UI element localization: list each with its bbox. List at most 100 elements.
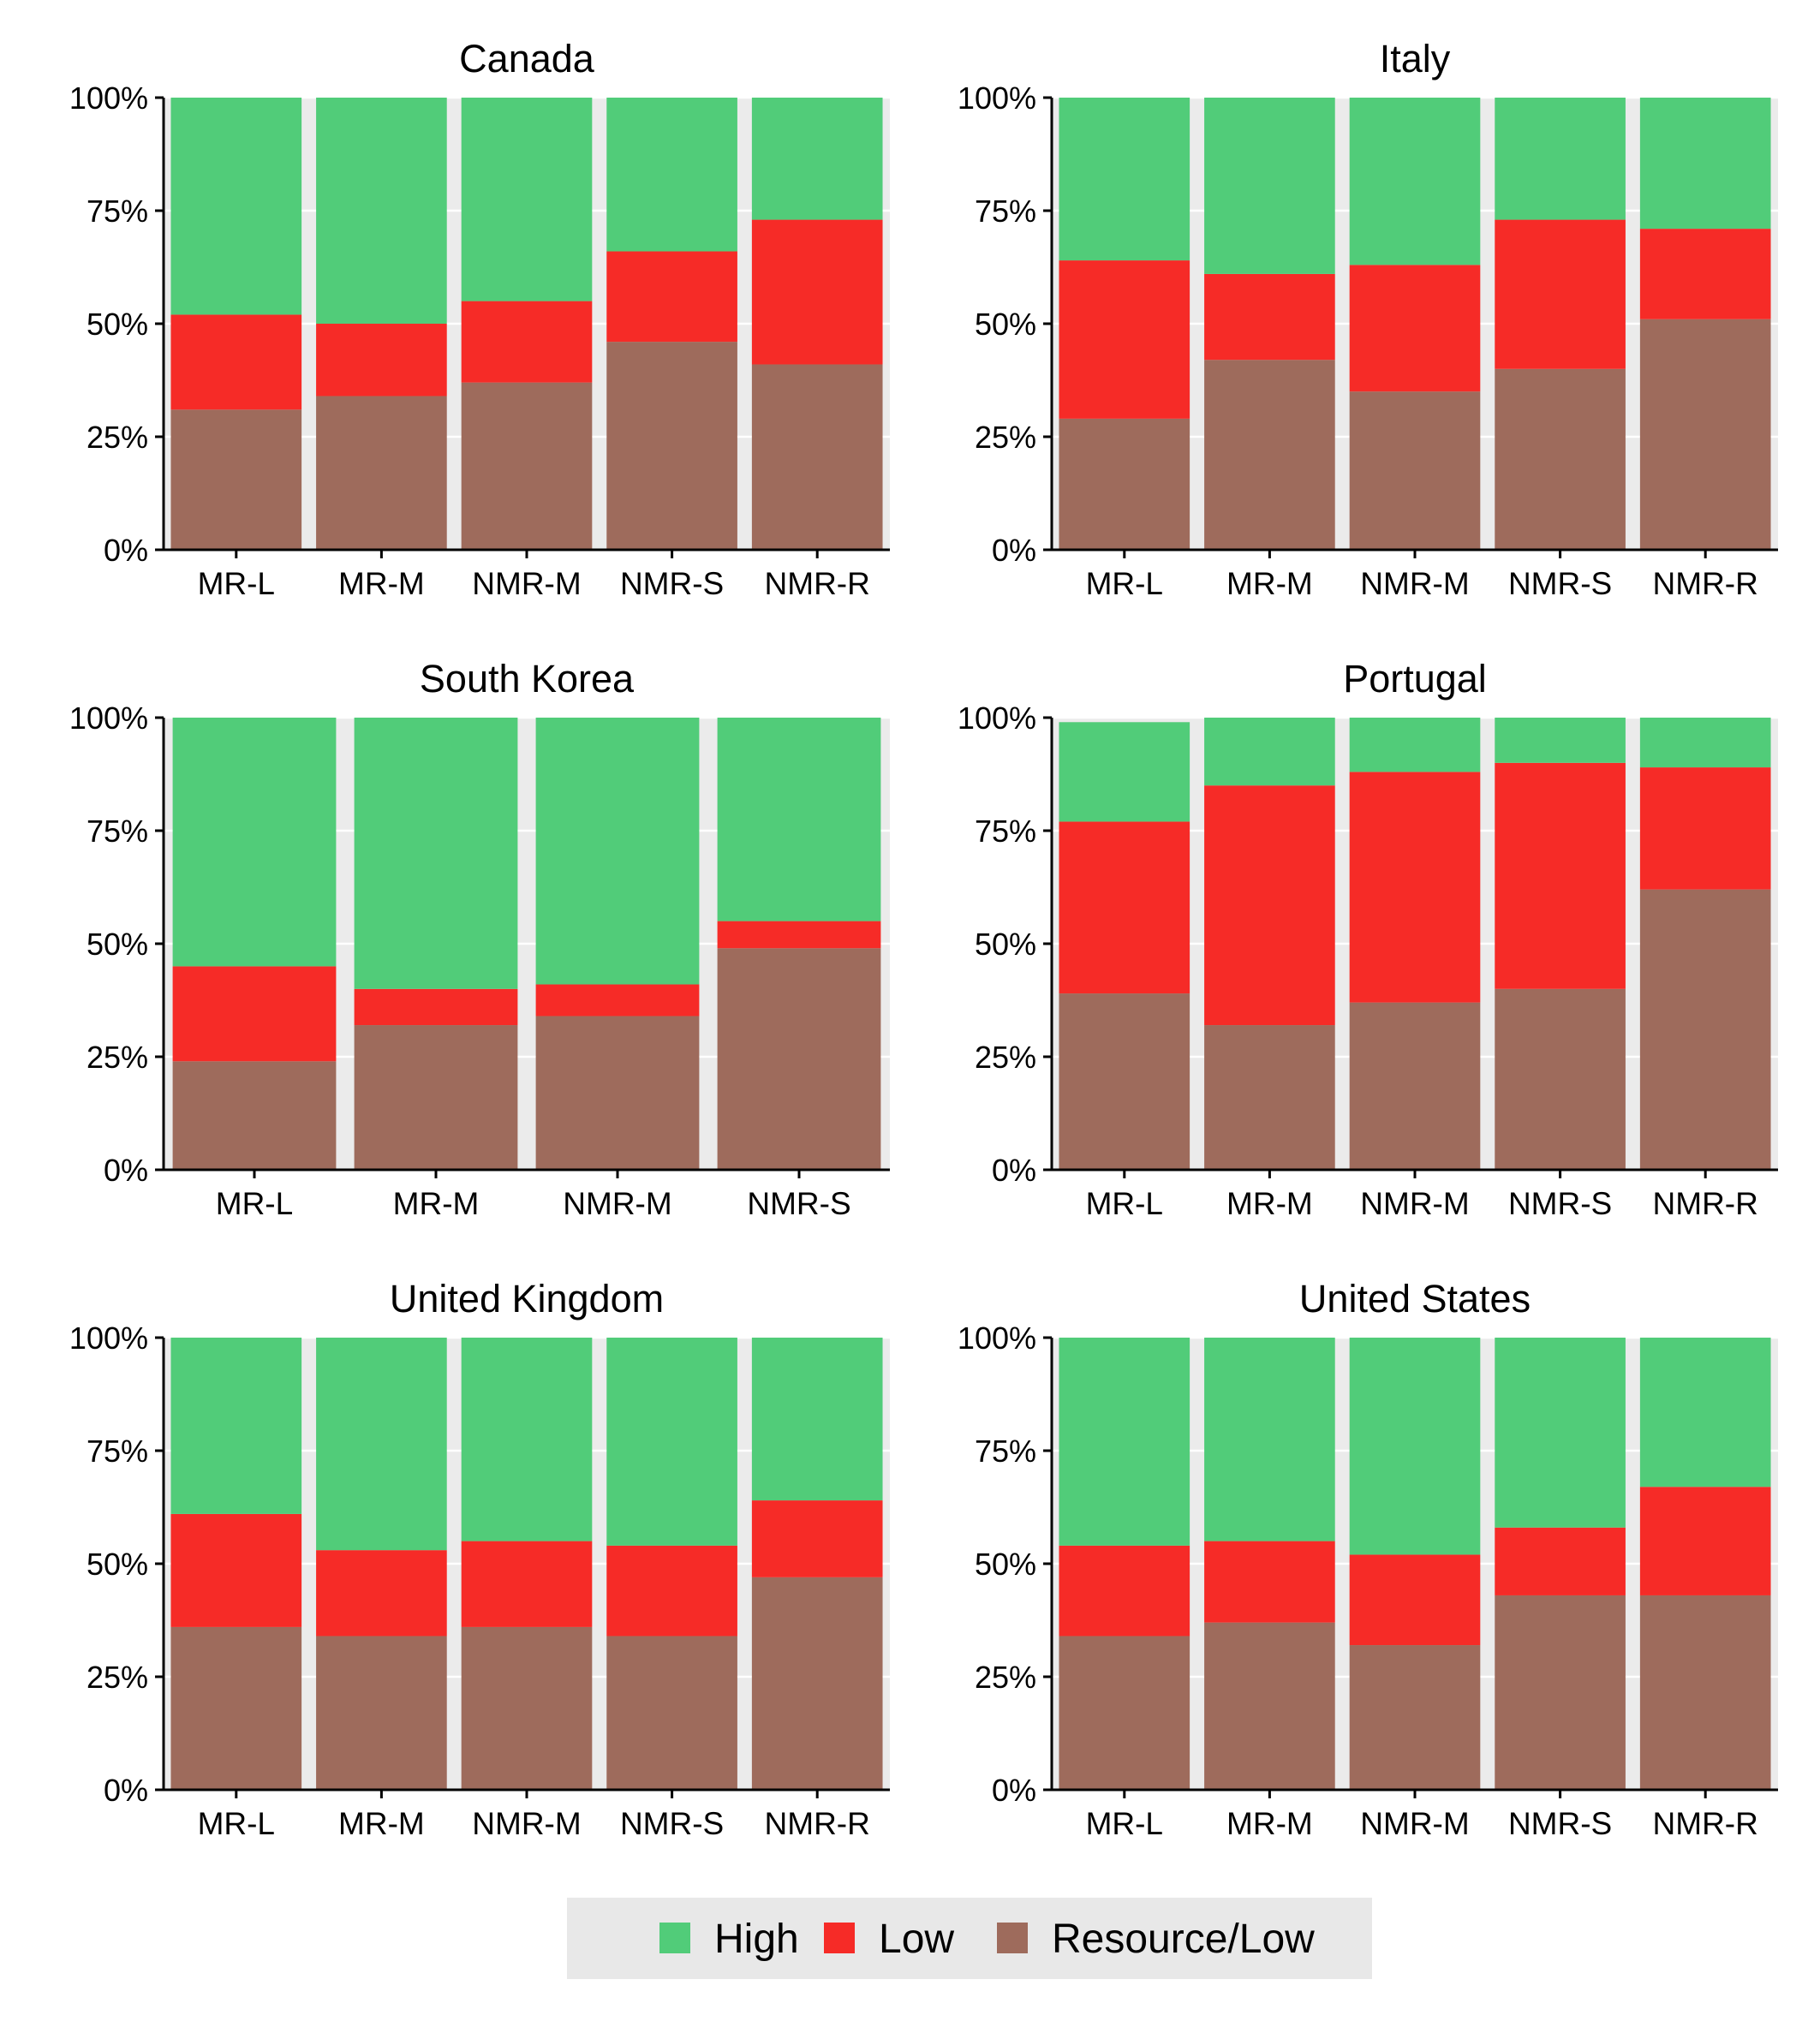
legend-box	[567, 1898, 1372, 1979]
y-tick-label: 100%	[69, 701, 148, 736]
x-tick-label: MR-L	[216, 1186, 293, 1221]
x-tick-label: MR-M	[1226, 1806, 1313, 1841]
bar-low	[1349, 772, 1481, 1003]
bar-high	[606, 98, 737, 252]
x-tick-label: NMR-S	[1508, 566, 1612, 601]
bar-low	[1495, 219, 1626, 369]
bar-resource-low	[170, 409, 302, 550]
y-tick-label: 100%	[958, 80, 1036, 116]
bar-resource-low	[1204, 1622, 1335, 1790]
y-tick-label: 0%	[992, 1153, 1036, 1188]
bar-resource-low	[1495, 368, 1626, 550]
bar-low	[606, 251, 737, 343]
bar-low	[316, 324, 447, 396]
bar-resource-low	[461, 382, 593, 550]
panel-title: United States	[1299, 1277, 1531, 1321]
panel-title: Canada	[459, 37, 595, 80]
bar-low	[1349, 265, 1481, 392]
bar-high	[1495, 718, 1626, 763]
bar-high	[1639, 98, 1771, 230]
bar-resource-low	[1495, 988, 1626, 1170]
bar-low	[461, 301, 593, 383]
bar-high	[316, 98, 447, 324]
bar-low	[1349, 1554, 1481, 1646]
bar-low	[316, 1550, 447, 1637]
y-tick-label: 100%	[958, 1321, 1036, 1356]
bar-resource-low	[751, 364, 883, 550]
bar-resource-low	[1639, 889, 1771, 1170]
bar-low	[1495, 762, 1626, 989]
y-tick-label: 25%	[975, 1660, 1036, 1695]
legend-swatch-high	[659, 1923, 690, 1953]
y-tick-label: 50%	[87, 1547, 148, 1582]
x-tick-label: NMR-S	[1508, 1806, 1612, 1841]
y-tick-label: 100%	[958, 701, 1036, 736]
x-tick-label: NMR-M	[1360, 1186, 1469, 1221]
bar-resource-low	[1059, 418, 1190, 550]
x-tick-label: NMR-S	[1508, 1186, 1612, 1221]
bar-low	[170, 1513, 302, 1627]
bar-low	[717, 921, 881, 949]
bar-high	[717, 718, 881, 921]
x-tick-label: NMR-M	[472, 566, 581, 601]
legend: High Low Resource/Low	[567, 1898, 1372, 1979]
bar-high	[606, 1338, 737, 1546]
x-tick-label: MR-L	[198, 1806, 275, 1841]
y-tick-label: 0%	[992, 1773, 1036, 1808]
y-tick-label: 100%	[69, 1321, 148, 1356]
y-tick-label: 75%	[975, 194, 1036, 229]
legend-label-high: High	[714, 1917, 799, 1962]
panel-title: Portugal	[1343, 657, 1487, 701]
y-tick-label: 25%	[87, 420, 148, 455]
bar-low	[1639, 767, 1771, 890]
bar-resource-low	[1204, 360, 1335, 550]
bar-high	[1495, 98, 1626, 220]
bar-high	[170, 1338, 302, 1514]
x-tick-label: MR-L	[1086, 566, 1163, 601]
legend-swatch-resource-low	[997, 1923, 1028, 1953]
bar-high	[1639, 718, 1771, 768]
bar-resource-low	[461, 1626, 593, 1790]
panel-united-kingdom: MR-L MR-M NMR-M NMR-S NMR-R 0% 25% 50% 75% 100% Un…	[69, 1277, 890, 1841]
x-tick-label: MR-L	[1086, 1186, 1163, 1221]
y-tick-label: 25%	[975, 1040, 1036, 1075]
bar-resource-low	[316, 396, 447, 550]
y-tick-label: 50%	[87, 927, 148, 962]
bar-resource-low	[751, 1577, 883, 1790]
bar-low	[1495, 1527, 1626, 1595]
bar-low	[1059, 260, 1190, 419]
bar-high	[1495, 1338, 1626, 1528]
bar-low	[751, 219, 883, 365]
bar-resource-low	[606, 1636, 737, 1790]
y-tick-label: 50%	[87, 307, 148, 342]
bar-low	[461, 1541, 593, 1627]
panel-title: United Kingdom	[390, 1277, 664, 1321]
bar-high	[535, 718, 700, 985]
bar-high	[1059, 1338, 1190, 1546]
x-tick-label: NMR-R	[1653, 566, 1758, 601]
bar-resource-low	[1639, 1595, 1771, 1790]
y-tick-label: 75%	[87, 1434, 148, 1469]
bar-low	[1059, 1545, 1190, 1637]
x-tick-label: NMR-S	[620, 566, 724, 601]
bar-high	[1349, 718, 1481, 772]
x-tick-label: NMR-M	[472, 1806, 581, 1841]
bar-high	[751, 1338, 883, 1501]
bar-low	[535, 984, 700, 1016]
bar-high	[751, 98, 883, 220]
y-tick-label: 75%	[87, 194, 148, 229]
bar-resource-low	[1639, 319, 1771, 550]
bar-resource-low	[1059, 1636, 1190, 1790]
bar-resource-low	[1349, 1645, 1481, 1790]
x-tick-label: MR-M	[338, 1806, 425, 1841]
bar-high	[1349, 1338, 1481, 1555]
bar-resource-low	[606, 342, 737, 550]
x-tick-label: MR-M	[1226, 1186, 1313, 1221]
legend-label-low: Low	[879, 1917, 954, 1962]
x-tick-label: MR-L	[1086, 1806, 1163, 1841]
y-tick-label: 100%	[69, 80, 148, 116]
bar-low	[354, 988, 518, 1026]
x-tick-label: MR-M	[1226, 566, 1313, 601]
y-tick-label: 0%	[104, 1773, 148, 1808]
